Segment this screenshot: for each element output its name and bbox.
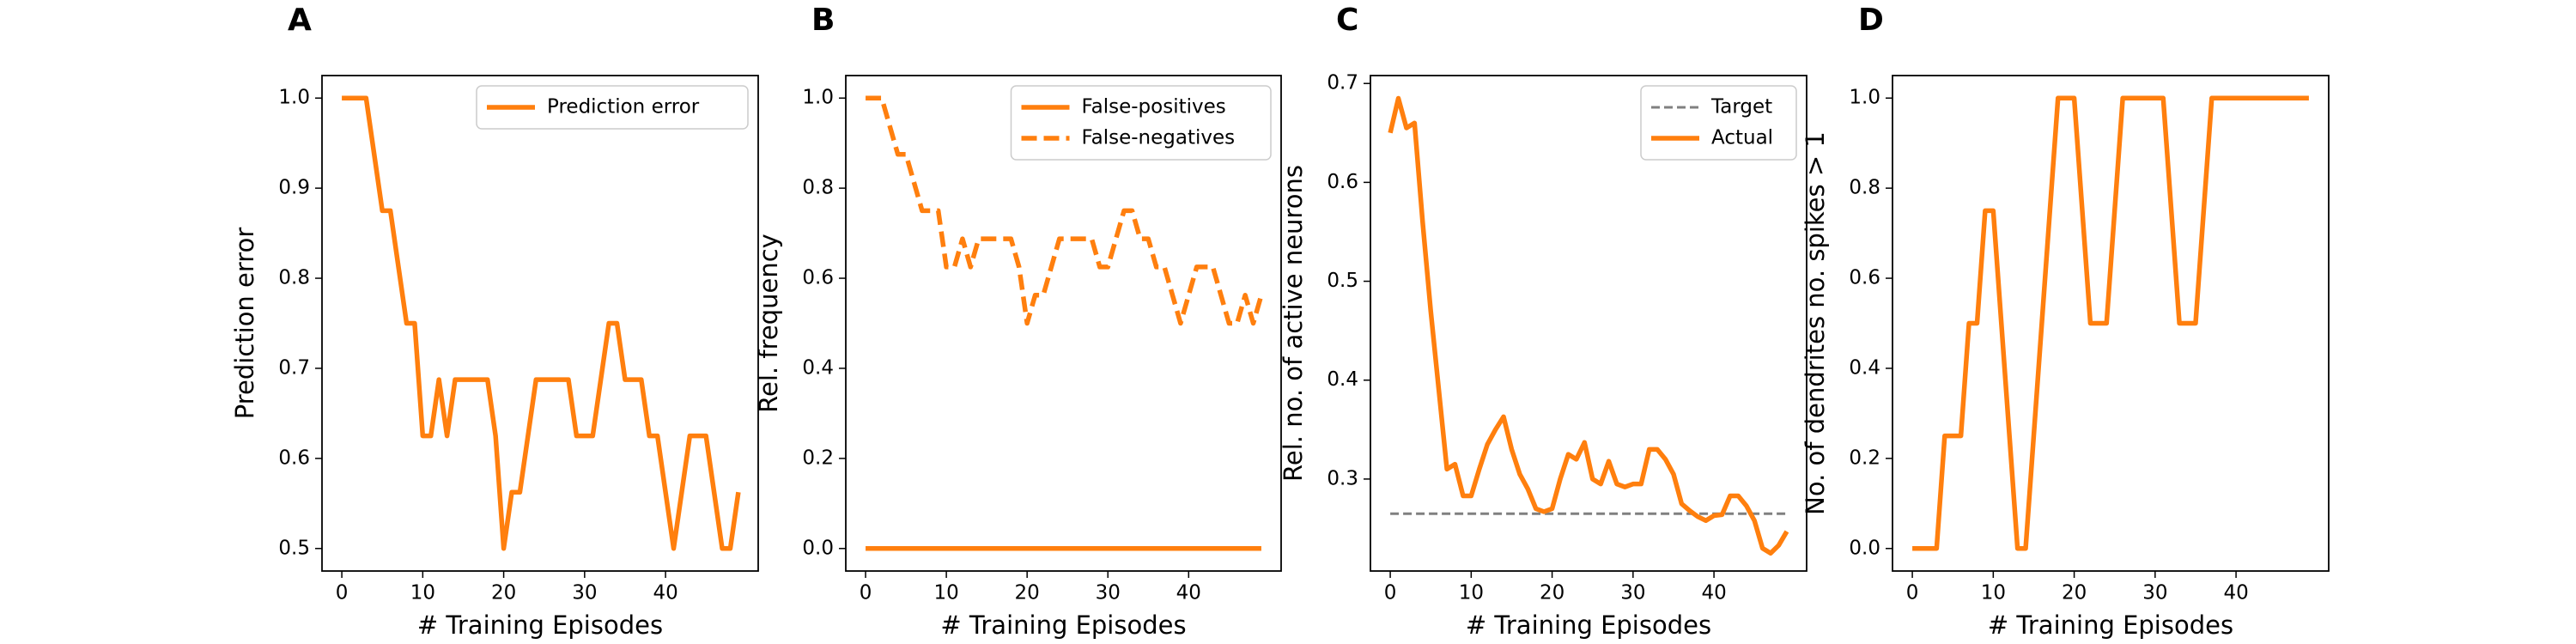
x-axis-label: # Training Episodes <box>1988 611 2233 640</box>
x-tick-label: 40 <box>1176 582 1201 605</box>
x-tick-label: 40 <box>2223 582 2248 605</box>
legend-label: Prediction error <box>547 96 700 118</box>
x-tick-label: 30 <box>1620 582 1645 605</box>
y-axis-label: Rel. frequency <box>754 234 783 413</box>
x-tick-label: 10 <box>410 582 435 605</box>
x-axis-label: # Training Episodes <box>1466 611 1711 640</box>
legend-label: False-positives <box>1082 96 1226 118</box>
x-tick-label: 20 <box>1015 582 1040 605</box>
y-tick-label: 0.5 <box>1327 270 1358 292</box>
y-tick-label: 0.6 <box>278 447 310 469</box>
x-tick-label: 20 <box>1540 582 1564 605</box>
legend-label: Actual <box>1711 127 1773 149</box>
data-line <box>866 95 1264 326</box>
y-tick-label: 0.4 <box>1849 356 1880 379</box>
y-tick-label: 0.8 <box>278 267 310 289</box>
x-tick-label: 0 <box>336 582 349 605</box>
legend-label: False-negatives <box>1082 127 1236 149</box>
x-tick-label: 40 <box>653 582 677 605</box>
axes-frame <box>321 75 759 572</box>
axes-frame <box>1892 75 2330 572</box>
y-tick-label: 1.0 <box>278 87 310 109</box>
y-tick-label: 0.0 <box>1849 537 1880 559</box>
y-axis-label: Prediction error <box>230 228 259 420</box>
data-line <box>1388 95 1789 556</box>
y-tick-label: 0.2 <box>802 447 834 469</box>
y-tick-label: 0.7 <box>278 356 310 379</box>
x-tick-label: 0 <box>1384 582 1397 605</box>
y-tick-label: 0.2 <box>1849 447 1880 469</box>
legend-box <box>1010 85 1272 161</box>
x-tick-label: 30 <box>572 582 597 605</box>
x-tick-label: 10 <box>933 582 958 605</box>
y-tick-label: 0.8 <box>802 177 834 199</box>
x-tick-label: 30 <box>1096 582 1121 605</box>
x-tick-label: 0 <box>860 582 872 605</box>
x-tick-label: 20 <box>2062 582 2087 605</box>
y-tick-label: 1.0 <box>802 87 834 109</box>
y-tick-label: 1.0 <box>1849 87 1880 109</box>
x-tick-label: 30 <box>2142 582 2167 605</box>
panel-title: A <box>288 3 312 38</box>
x-axis-label: # Training Episodes <box>940 611 1186 640</box>
data-line <box>342 95 741 551</box>
legend-box <box>476 85 749 130</box>
y-tick-label: 0.6 <box>1327 171 1358 193</box>
x-tick-label: 0 <box>1906 582 1919 605</box>
y-tick-label: 0.7 <box>1327 72 1358 94</box>
panel-title: D <box>1858 3 1884 38</box>
x-tick-label: 10 <box>1459 582 1484 605</box>
y-tick-label: 0.3 <box>1327 467 1358 489</box>
data-line <box>1912 95 2309 551</box>
y-tick-label: 0.9 <box>278 177 310 199</box>
legend-label: Target <box>1710 96 1772 118</box>
y-tick-label: 0.5 <box>278 537 310 559</box>
legend-box <box>1640 85 1797 161</box>
axes-frame <box>1370 75 1807 572</box>
y-tick-label: 0.6 <box>1849 267 1880 289</box>
axes-frame <box>845 75 1282 572</box>
x-tick-label: 20 <box>491 582 516 605</box>
y-tick-label: 0.0 <box>802 537 834 559</box>
y-tick-label: 0.8 <box>1849 177 1880 199</box>
panel-title: C <box>1336 3 1358 38</box>
y-tick-label: 0.4 <box>802 356 834 379</box>
y-axis-label: No. of dendrites no. spikes > 1 <box>1801 131 1830 515</box>
x-tick-label: 10 <box>1981 582 2006 605</box>
y-tick-label: 0.4 <box>1327 368 1358 391</box>
y-tick-label: 0.6 <box>802 267 834 289</box>
x-tick-label: 40 <box>1701 582 1726 605</box>
panel-title: B <box>811 3 835 38</box>
y-axis-label: Rel. no. of active neurons <box>1279 165 1308 482</box>
x-axis-label: # Training Episodes <box>417 611 663 640</box>
